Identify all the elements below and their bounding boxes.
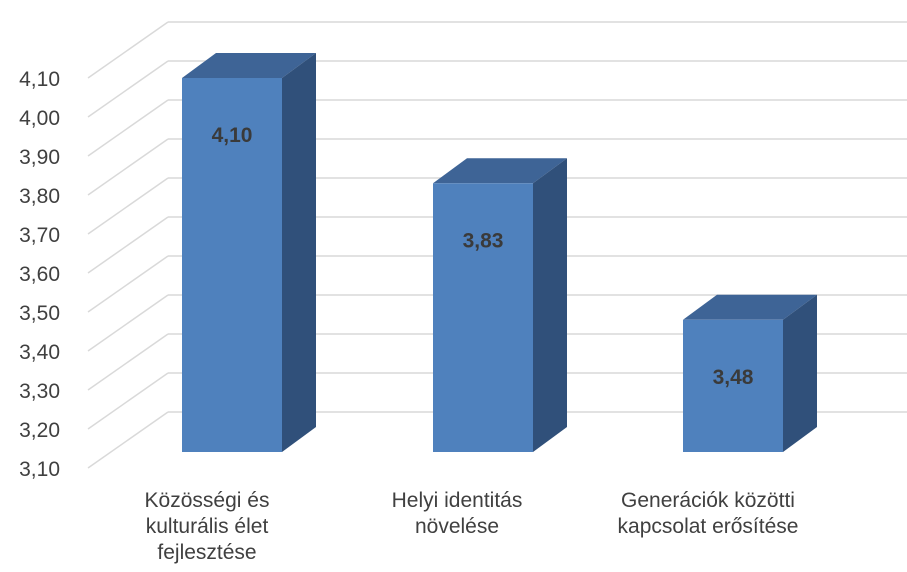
bar-side-0 <box>282 53 316 452</box>
y-tick-label: 3,30 <box>19 380 60 403</box>
y-tick-label: 3,80 <box>19 185 60 208</box>
y-tick-label: 3,60 <box>19 263 60 286</box>
gridline-diagonal <box>87 333 169 391</box>
bar-0 <box>182 78 282 452</box>
gridline-diagonal <box>87 21 169 79</box>
gridline-diagonal <box>87 99 169 157</box>
y-tick-label: 4,10 <box>19 68 60 91</box>
gridline-diagonal <box>87 60 169 118</box>
data-label-1: 3,83 <box>463 229 504 252</box>
y-tick-label: 3,40 <box>19 341 60 364</box>
bar-2 <box>683 319 783 452</box>
gridline-diagonal <box>87 294 169 352</box>
bars: 4,10 3,83 3,48 <box>182 53 817 453</box>
gridline-diagonal <box>87 177 169 235</box>
y-tick-label: 3,70 <box>19 224 60 247</box>
bar-top-1 <box>433 158 567 184</box>
gridline-diagonal <box>87 138 169 196</box>
gridline-diagonal <box>87 372 169 430</box>
y-tick-label: 3,90 <box>19 146 60 169</box>
y-tick-label: 4,00 <box>19 107 60 130</box>
y-axis: 3,10 3,20 3,30 3,40 3,50 3,60 3,70 3,80 3,90 4,00… <box>19 68 60 481</box>
category-label-0: Közösségi és kulturális élet fejlesztése <box>144 489 270 564</box>
y-tick-label: 3,50 <box>19 302 60 325</box>
bar-top-2 <box>683 294 817 320</box>
bar-top-0 <box>182 53 316 78</box>
gridline-diagonal <box>87 411 169 469</box>
y-tick-label: 3,20 <box>19 419 60 442</box>
gridline-diagonal <box>87 255 169 313</box>
gridline-diagonal <box>87 216 169 274</box>
bar-side-1 <box>533 158 567 453</box>
category-label-2: Generációk közötti kapcsolat erősítése <box>617 489 799 538</box>
bar-1 <box>433 183 533 453</box>
bar-side-2 <box>783 294 817 452</box>
category-label-1: Helyi identitás növelése <box>391 489 523 538</box>
y-tick-label: 3,10 <box>19 458 60 481</box>
data-label-0: 4,10 <box>212 124 253 147</box>
data-label-2: 3,48 <box>713 366 754 389</box>
